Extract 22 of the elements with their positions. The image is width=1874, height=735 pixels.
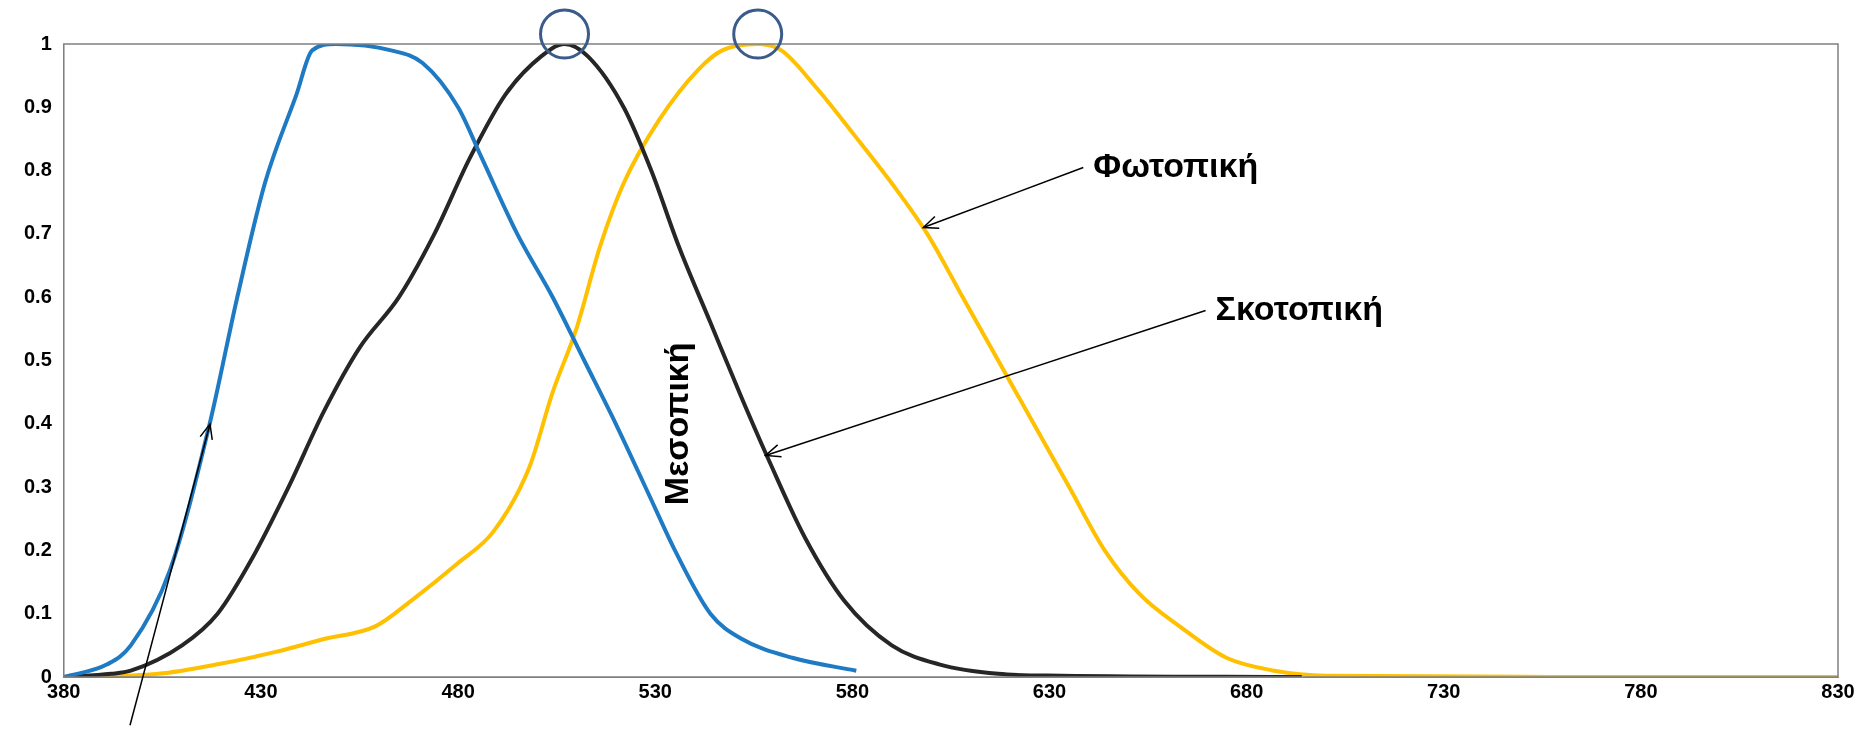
x-tick-label: 680 — [1229, 679, 1264, 702]
y-tick-label: 0.4 — [23, 411, 53, 434]
x-tick-label: 730 — [1427, 679, 1461, 702]
y-tick-label: 0.5 — [23, 348, 52, 371]
x-tick-label: 630 — [1032, 679, 1067, 702]
x-tick-label: 830 — [1821, 679, 1855, 702]
y-tick-label: 0.6 — [23, 284, 52, 307]
x-tick-label: 430 — [244, 679, 278, 702]
y-tick-label: 0.7 — [23, 221, 52, 244]
annotation: Φωτοπική — [1093, 145, 1259, 184]
y-tick-label: 0.3 — [23, 474, 52, 497]
x-tick-label: 580 — [835, 679, 870, 702]
y-tick-label: 1 — [40, 31, 52, 54]
annotation: Μεσοπική — [657, 342, 696, 506]
y-tick-label: 0.9 — [23, 94, 52, 117]
x-tick-label: 480 — [441, 679, 475, 702]
x-tick-label: 780 — [1624, 679, 1658, 702]
annotation: Σκοτοπική — [1215, 288, 1383, 327]
y-tick-label: 0.2 — [23, 537, 52, 560]
y-tick-label: 0.1 — [23, 601, 52, 624]
y-tick-label: 0.8 — [23, 158, 52, 181]
x-tick-label: 530 — [638, 679, 672, 702]
